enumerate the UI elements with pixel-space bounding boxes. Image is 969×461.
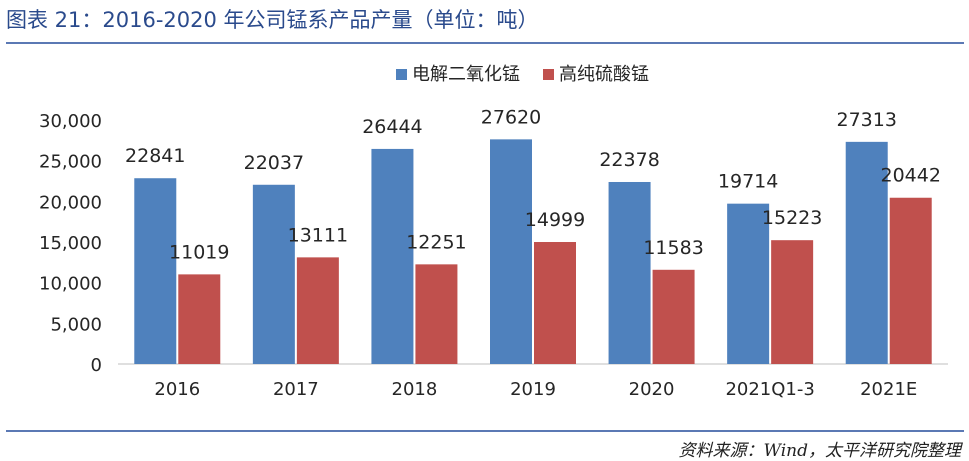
chart-title: 图表 21：2016-2020 年公司锰系产品产量（单位：吨） [6,8,539,32]
y-tick-label: 30,000 [39,111,102,132]
bar-1 [727,203,770,364]
data-label: 22037 [244,152,304,174]
bar-2 [652,269,695,364]
data-label: 22841 [125,145,185,167]
y-tick-label: 5,000 [50,314,102,335]
bar-2 [178,274,221,364]
bar-1 [490,139,532,364]
data-label: 15223 [762,207,822,229]
bar-chart: 电解二氧化锰 高纯硫酸锰 0 5,000 10,000 15,000 20,000 25,00… [39,64,948,400]
x-tick-label: 2020 [629,379,675,400]
x-tick-label: 2021E [860,379,917,400]
legend-label-1: 电解二氧化锰 [412,64,520,85]
data-label: 13111 [288,224,348,246]
data-label: 22378 [599,149,659,171]
data-label: 19714 [718,171,778,193]
legend-label-2: 高纯硫酸锰 [559,64,649,85]
legend-swatch-2 [543,69,554,80]
bar-1 [252,184,295,364]
data-label: 14999 [525,209,585,231]
source-note: 资料来源：Wind，太平洋研究院整理 [678,441,961,461]
bar-2 [771,240,814,364]
bar-2 [889,197,932,364]
title-divider [6,42,964,44]
bar-1 [134,178,177,364]
legend-swatch-1 [396,69,407,80]
bar-2 [534,242,576,364]
x-tick-label: 2017 [273,379,319,400]
data-label: 26444 [362,116,422,138]
data-label: 12251 [406,231,466,253]
data-label: 20442 [880,165,940,187]
data-label: 11019 [169,241,229,263]
x-tick-label: 2016 [154,379,200,400]
data-label: 27620 [481,106,541,128]
y-tick-label: 15,000 [39,233,102,254]
bar-1 [608,181,651,364]
y-tick-label: 20,000 [39,192,102,213]
x-tick-label: 2021Q1-3 [725,379,814,400]
footer-divider [6,430,964,432]
y-tick-label: 25,000 [39,152,102,173]
bar-1 [845,141,888,364]
bar-1 [371,148,414,364]
data-label: 27313 [836,109,896,131]
bar-2 [415,264,458,364]
x-tick-label: 2019 [510,379,556,400]
bar-2 [296,257,339,364]
y-tick-label: 10,000 [39,274,102,295]
data-label: 11583 [643,237,703,259]
y-tick-label: 0 [91,355,102,376]
x-tick-label: 2018 [392,379,438,400]
